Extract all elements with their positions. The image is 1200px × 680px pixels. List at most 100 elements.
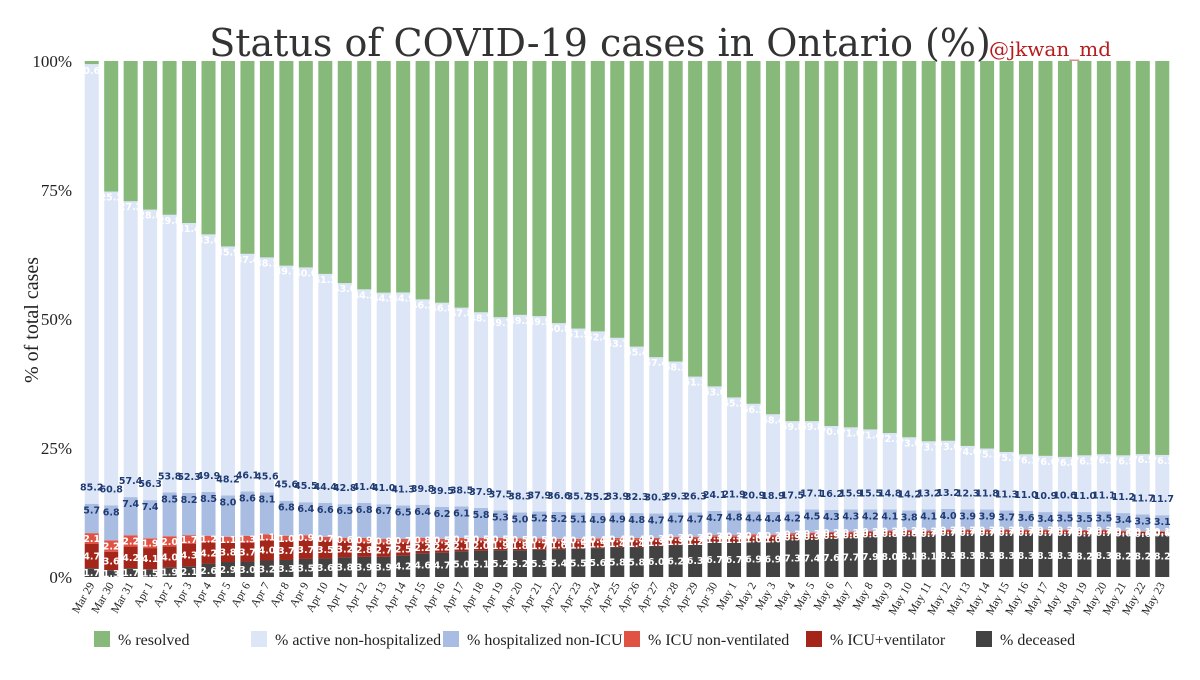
data-label: 33.6	[197, 235, 221, 246]
bar-segment	[435, 506, 450, 539]
bar-segment	[357, 542, 372, 557]
data-label: 36.6	[547, 491, 571, 502]
data-label: 2.1	[181, 567, 198, 578]
bar-segment	[980, 530, 995, 535]
bar-segment	[532, 540, 547, 550]
data-label: 5.0	[512, 515, 529, 526]
bar-segment	[902, 530, 917, 532]
data-label: 76.6	[1034, 457, 1058, 468]
bar-segment	[512, 550, 527, 577]
bar-segment	[376, 504, 391, 539]
bar-segment	[357, 502, 372, 538]
bar-segment	[298, 267, 313, 503]
bar-segment	[123, 535, 138, 547]
bar-segment	[688, 512, 703, 537]
bar-segment	[551, 61, 566, 324]
bar-segment	[532, 61, 547, 317]
data-label: 4.7	[434, 560, 451, 571]
data-label: 8.0	[881, 552, 898, 563]
bar-segment	[863, 509, 878, 532]
bar-segment	[649, 546, 664, 577]
bar-segment	[454, 540, 469, 552]
data-label: 74.6	[956, 447, 980, 458]
data-label: 53.8	[158, 471, 182, 482]
bar-segment	[84, 61, 99, 65]
data-label: 57.4	[644, 358, 668, 369]
data-label: 2.0	[473, 541, 490, 552]
data-label: 6.7	[706, 555, 723, 566]
bar-segment	[123, 61, 138, 202]
bar-segment	[941, 61, 956, 441]
bar-segment	[863, 536, 878, 577]
data-label: 6.8	[356, 505, 373, 516]
bar-segment	[279, 500, 294, 536]
bar-segment	[571, 540, 586, 549]
data-label: 8.1	[920, 552, 937, 563]
bar-segment	[1057, 529, 1072, 531]
legend-label: % ICU non-ventilated	[648, 632, 789, 649]
bar-segment	[512, 61, 527, 315]
bar-segment	[941, 440, 956, 509]
data-label: 35.7	[567, 492, 590, 503]
data-label: 5.1	[570, 515, 587, 526]
bar-segment	[318, 536, 333, 541]
bar-segment	[143, 61, 158, 210]
data-label: 1.1	[706, 535, 723, 546]
bar-segment	[980, 529, 995, 531]
bar-segment	[435, 552, 450, 577]
legend-label: % deceased	[1000, 632, 1075, 649]
bar-segment	[902, 510, 917, 531]
data-label: 4.3	[823, 512, 840, 523]
bar-segment	[668, 512, 683, 537]
data-label: 0.7	[959, 528, 976, 539]
bar-segment	[1019, 529, 1034, 531]
bar-segment	[357, 556, 372, 577]
data-label: 3.5	[1095, 514, 1112, 525]
data-label: 0.3	[842, 528, 859, 539]
data-label: 0.4	[745, 531, 762, 542]
data-label: 4.2	[784, 513, 801, 524]
bar-segment	[182, 566, 197, 577]
data-label: 1.2	[200, 534, 217, 545]
bar-segment	[668, 536, 683, 539]
bar-segment	[727, 535, 742, 537]
chart-title: Status of COVID-19 cases in Ontario (%)	[209, 21, 991, 65]
data-label: 0.1	[1134, 527, 1151, 538]
x-tick-label: Apr 8	[268, 580, 292, 609]
bar-segment	[610, 61, 625, 338]
bar-segment	[162, 214, 177, 493]
y-tick-label: 25%	[41, 439, 72, 458]
bar-segment	[980, 61, 995, 449]
data-label: 49.9	[197, 471, 220, 482]
data-label: 2.1	[83, 534, 100, 545]
data-label: 0.7	[1018, 528, 1035, 539]
data-label: 0.9	[823, 531, 840, 542]
data-label: 1.1	[258, 533, 275, 544]
data-label: 72.1	[878, 434, 901, 445]
data-label: 48.2	[216, 474, 239, 485]
bar-segment	[512, 540, 527, 551]
data-label: 2.2	[414, 543, 431, 554]
data-label: 1.7	[531, 541, 548, 552]
x-tick-label: Apr 5	[210, 580, 234, 609]
bar-segment	[376, 61, 391, 293]
data-label: 0.2	[1057, 526, 1074, 537]
data-label: 75.1	[975, 450, 998, 461]
bar-segment	[571, 61, 586, 329]
bar-segment	[279, 535, 294, 541]
bar-segment	[493, 510, 508, 538]
data-label: 0.2	[1076, 526, 1093, 537]
data-label: 3.6	[317, 563, 334, 574]
data-label: 6.6	[317, 505, 334, 516]
data-label: 51.9	[567, 330, 590, 341]
data-label: 28.8	[138, 211, 162, 222]
data-label: 4.6	[414, 561, 431, 572]
data-label: 0.2	[1095, 526, 1112, 537]
data-label: 30.3	[644, 493, 667, 504]
bar-segment	[1135, 531, 1150, 535]
data-label: 0.9	[297, 533, 314, 544]
data-label: 3.2	[258, 564, 275, 575]
bar-segment	[512, 314, 527, 513]
data-label: 0.4	[589, 535, 606, 546]
bar-segment	[337, 283, 352, 505]
